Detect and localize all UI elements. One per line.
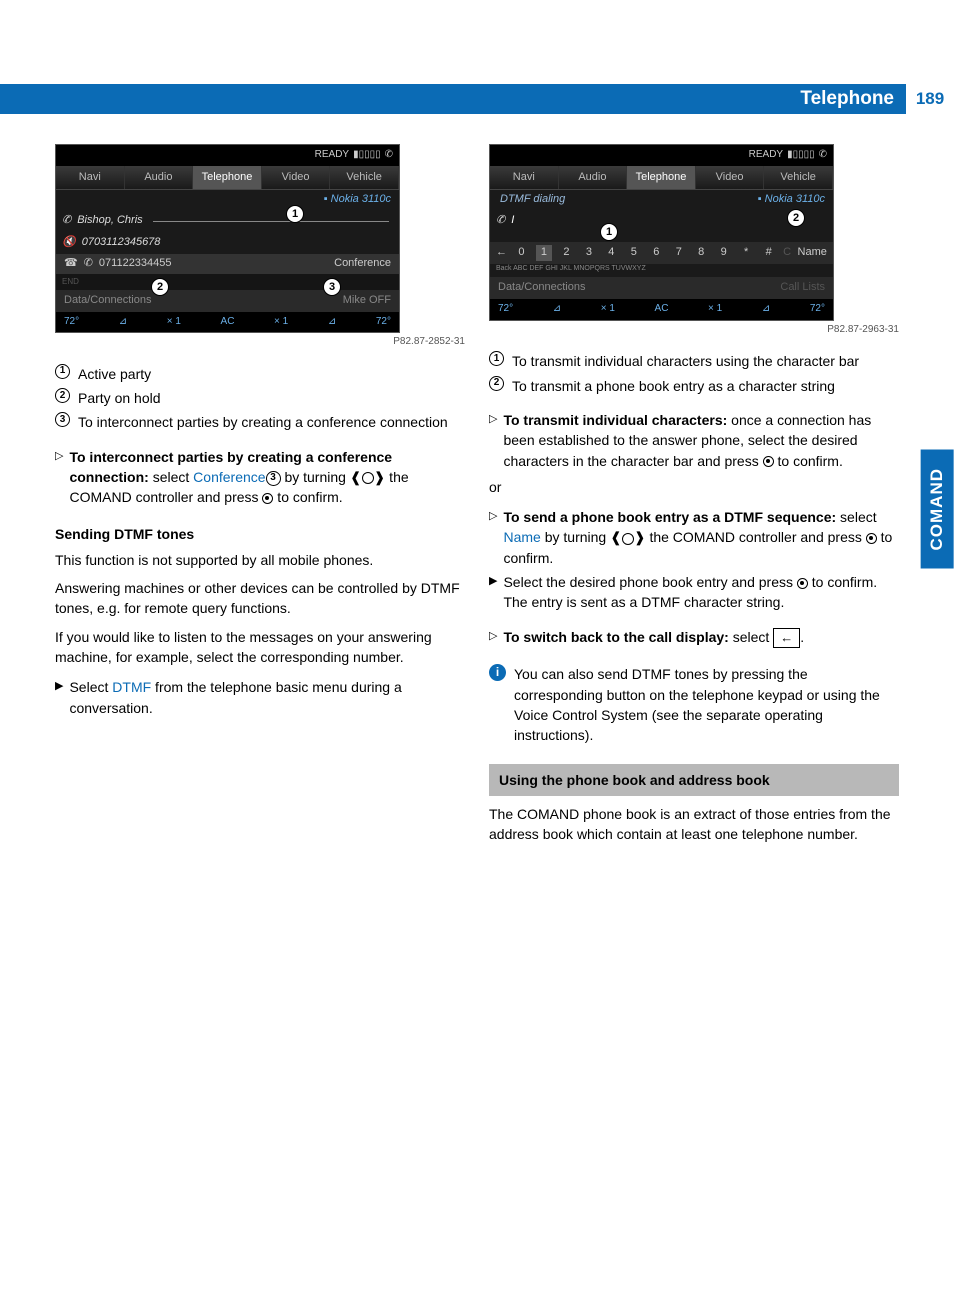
conference-label: Conference [334,256,391,272]
legend2-1-text: To transmit individual characters using … [512,351,859,371]
ss-tab-video: Video [262,166,331,190]
triangle-icon: ▷ [489,410,497,428]
p-phonebook: The COMAND phone book is an extract of t… [489,804,899,845]
callout-1-marker: 1 [600,223,618,241]
footer-data-conn: Data/Connections [64,293,151,309]
side-tab-comand: COMAND [921,450,954,569]
ss-tab-vehicle: Vehicle [330,166,399,190]
footer-data-conn: Data/Connections [498,280,585,296]
legend-1-text: Active party [78,364,151,384]
name-btn: Name [798,245,827,261]
seat-l-icon: ⊿ [119,315,127,330]
signal-icon: ▮▯▯▯▯ [353,148,381,163]
or-label: or [489,477,899,497]
triangle-icon: ▷ [489,507,497,525]
device-name: Nokia 3110c [765,193,825,205]
ss-tab-vehicle: Vehicle [764,166,833,190]
seat-l-icon: ⊿ [553,302,561,317]
instr-switch-back: To switch back to the call display: sele… [503,627,804,649]
triangle-icon: ▷ [55,447,63,465]
temp-l: 72° [498,302,513,317]
legend-2-text: Party on hold [78,388,161,408]
caller-num: 0703112345678 [82,235,161,251]
legend-3-text: To interconnect parties by creating a co… [78,412,448,432]
t9-row: Back ABC DEF GHI JKL MNOPQRS TUVWXYZ [490,264,833,277]
screenshot-conference: READY ▮▯▯▯▯ ✆ Navi Audio Telephone Video… [55,144,400,333]
bt-icon: ▪ [324,193,328,205]
ss-spacer: END [56,274,399,290]
img-ref-1: P82.87-2852-31 [55,333,465,358]
page-header: Telephone 189 [0,84,954,114]
status-text: READY [749,148,783,163]
footer-call-lists: Call Lists [780,280,825,296]
dtmf-title: DTMF dialing [490,190,575,210]
page-number: 189 [906,84,954,114]
pickup-icon: ✆ [84,256,93,272]
legend2-2-text: To transmit a phone book entry as a char… [512,376,835,396]
heading-dtmf: Sending DTMF tones [55,524,465,544]
callout-2-marker: 2 [787,209,805,227]
ss-tab-audio: Audio [125,166,194,190]
fan-r: × 1 [274,315,288,330]
ac: AC [221,315,235,330]
fan-r: × 1 [708,302,722,317]
temp-r: 72° [810,302,825,317]
p-dtmf-2: Answering machines or other devices can … [55,578,465,619]
info-text: You can also send DTMF tones by pressing… [514,664,899,745]
img-ref-2: P82.87-2963-31 [489,321,899,346]
ss-tab-video: Video [696,166,765,190]
hangup-icon: ☎ [64,256,78,272]
section-phonebook-header: Using the phone book and address book [489,764,899,796]
ac: AC [655,302,669,317]
legend2-2-num: 2 [489,376,504,391]
handset-icon: ✆ [62,213,71,229]
caller-name: Bishop, Chris [77,213,142,229]
legend-3-num: 3 [55,412,70,427]
status-text: READY [315,148,349,163]
footer-mic-off: Mike OFF [343,293,391,309]
handset-icon: ✆ [496,213,505,229]
ss-tab-navi: Navi [490,166,559,190]
temp-l: 72° [64,315,79,330]
fan-l: × 1 [601,302,615,317]
p-dtmf-3: If you would like to listen to the messa… [55,627,465,668]
legend2-1-num: 1 [489,351,504,366]
fan-l: × 1 [167,315,181,330]
triangle-icon: ▷ [489,627,497,645]
temp-r: 72° [376,315,391,330]
bt-icon: ▪ [758,193,762,205]
phone-icon: ✆ [819,148,827,163]
header-title: Telephone [800,85,906,113]
triangle-icon: ▶ [489,572,497,590]
mute-icon: 🔇 [62,235,76,251]
callout-1-marker: 1 [286,205,304,223]
phone-icon: ✆ [385,148,393,163]
signal-icon: ▮▯▯▯▯ [787,148,815,163]
legend-1-num: 1 [55,364,70,379]
instr-conf: To interconnect parties by creating a co… [69,447,465,508]
seat-r-icon: ⊿ [762,302,770,317]
instr-select-dtmf: Select DTMF from the telephone basic men… [69,677,465,718]
ss-tab-navi: Navi [56,166,125,190]
back-icon: ← [773,628,800,649]
instr-select-entry: Select the desired phone book entry and … [503,572,877,613]
seat-r-icon: ⊿ [328,315,336,330]
instr-send-phonebook: To send a phone book entry as a DTMF seq… [503,507,899,568]
instr-transmit-chars: To transmit individual characters: once … [503,410,899,471]
legend-2-num: 2 [55,388,70,403]
ss-tab-telephone: Telephone [193,166,262,190]
cursor: I [511,213,514,229]
back-arrow: ← [496,245,507,261]
ss-tab-telephone: Telephone [627,166,696,190]
device-name: Nokia 3110c [331,193,391,205]
triangle-icon: ▶ [55,677,63,695]
ss-tab-audio: Audio [559,166,628,190]
dialed-num: 071122334455 [99,256,172,272]
screenshot-dtmf: READY ▮▯▯▯▯ ✆ Navi Audio Telephone Video… [489,144,834,321]
p-dtmf-1: This function is not supported by all mo… [55,550,465,570]
info-icon: i [489,664,506,681]
